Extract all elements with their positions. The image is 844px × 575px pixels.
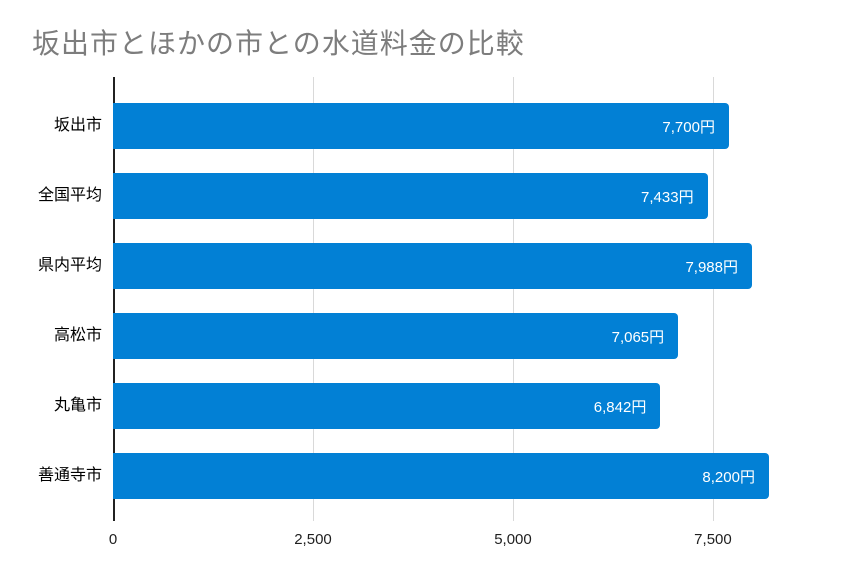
bar-value-label: 7,433円 — [641, 188, 694, 206]
category-label: 県内平均 — [37, 257, 102, 274]
gridline — [512, 77, 514, 521]
bar-value-label: 7,988円 — [685, 258, 738, 276]
bar-value-label: 7,700円 — [662, 118, 715, 136]
bar-row: 県内平均 7,988円 — [38, 231, 820, 301]
bar-row: 全国平均 7,433円 — [38, 161, 820, 231]
x-tick-label: 2,500 — [294, 531, 332, 548]
bar-row: 坂出市 7,700円 — [54, 91, 820, 161]
bar-row: 丸亀市 6,842円 — [54, 371, 820, 441]
x-tick-label: 5,000 — [494, 531, 532, 548]
category-label: 全国平均 — [37, 187, 102, 204]
category-label: 善通寺市 — [37, 467, 102, 484]
bar: 7,433円 — [113, 173, 708, 219]
x-tick-label: 0 — [108, 531, 118, 548]
gridline — [312, 77, 314, 521]
bar-rows: 坂出市 7,700円全国平均 7,433円県内平均 7,988円高松市 7,065円丸亀… — [38, 91, 820, 511]
y-axis-line — [113, 77, 115, 521]
bar-row: 善通寺市 8,200円 — [38, 441, 820, 511]
bar-value-label: 8,200円 — [702, 468, 755, 486]
bar: 8,200円 — [113, 453, 769, 499]
bar-value-label: 6,842円 — [593, 398, 647, 416]
bar: 7,065円 — [113, 313, 679, 359]
bar: 6,842円 — [113, 383, 661, 429]
plot-area — [113, 77, 820, 521]
bar-value-label: 7,065円 — [611, 328, 665, 346]
category-label: 坂出市 — [53, 117, 102, 134]
category-label: 丸亀市 — [53, 397, 102, 414]
gridline — [712, 77, 714, 521]
bar: 7,988円 — [113, 243, 752, 289]
bar-row: 高松市 7,065円 — [54, 301, 820, 371]
bar: 7,700円 — [113, 103, 729, 149]
x-tick-label: 7,500 — [694, 531, 732, 548]
chart-title: 坂出市とほかの市との水道料金の比較 — [32, 28, 525, 59]
category-label: 高松市 — [53, 327, 102, 344]
x-axis: 0 2,500 5,000 7,500 — [109, 531, 820, 551]
